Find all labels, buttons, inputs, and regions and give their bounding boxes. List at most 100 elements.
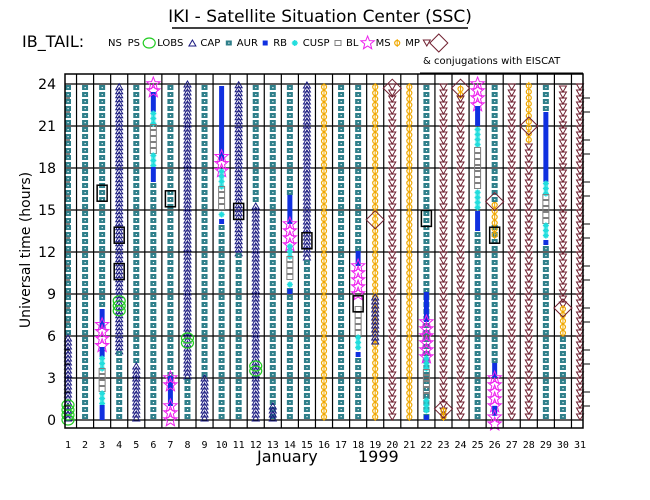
lobs-mark bbox=[234, 220, 244, 229]
cap-mark-dot bbox=[169, 227, 172, 229]
eiscat-mark bbox=[429, 33, 449, 53]
lobs-mark bbox=[114, 146, 124, 155]
lobs-mark bbox=[302, 157, 312, 165]
cap-mark-dot bbox=[169, 234, 172, 236]
grid bbox=[65, 74, 583, 428]
bl-mark bbox=[469, 82, 486, 98]
lobs-mark bbox=[114, 122, 124, 131]
cap-mark-dot bbox=[255, 94, 257, 96]
legend: NS PS LOBS CAP AUR RB CUSP BL MS MP bbox=[108, 33, 449, 53]
cap-mark-dot bbox=[135, 360, 137, 362]
cap-mark-dot bbox=[152, 409, 155, 411]
cap-mark-dot bbox=[545, 360, 547, 362]
lobs-mark bbox=[234, 128, 244, 137]
cap-mark-dot bbox=[289, 353, 291, 355]
cap-mark-dot bbox=[340, 332, 342, 334]
cap-mark-dot bbox=[204, 346, 206, 348]
lobs-mark bbox=[251, 266, 261, 274]
cap-mark-dot bbox=[494, 108, 496, 110]
cap-mark-dot bbox=[340, 297, 342, 299]
x-tick-label: 19 bbox=[369, 440, 381, 451]
cap-mark-dot bbox=[204, 339, 206, 341]
cap-mark-dot bbox=[425, 87, 428, 89]
cap-mark-dot bbox=[228, 42, 230, 44]
cap-mark-dot bbox=[289, 136, 291, 138]
lobs-mark bbox=[370, 317, 380, 325]
cap-mark-dot bbox=[289, 374, 291, 376]
cap-mark-dot bbox=[425, 227, 428, 229]
cap-mark-dot bbox=[169, 248, 172, 250]
lobs-mark bbox=[302, 85, 312, 93]
cap-mark-dot bbox=[186, 402, 189, 404]
cap-mark-dot bbox=[272, 101, 274, 103]
cap-mark-dot bbox=[289, 311, 291, 313]
rb-mark bbox=[150, 115, 157, 122]
segment-aur bbox=[475, 106, 481, 126]
cap-mark-dot bbox=[67, 129, 69, 131]
cap-mark-dot bbox=[477, 255, 479, 257]
cap-mark-dot bbox=[169, 178, 172, 180]
cap-mark-dot bbox=[545, 94, 547, 96]
segment-rb bbox=[99, 390, 106, 407]
marker-eiscat bbox=[382, 78, 402, 98]
cap-mark-dot bbox=[272, 122, 274, 124]
legend-note: & conjugations with EISCAT bbox=[423, 56, 561, 67]
bl-mark bbox=[486, 408, 503, 425]
cap-mark-dot bbox=[272, 206, 274, 208]
lobs-mark bbox=[183, 128, 192, 136]
cap-mark-dot bbox=[169, 185, 172, 187]
x-tick-label: 10 bbox=[216, 440, 228, 451]
cap-mark-dot bbox=[494, 311, 496, 313]
cap-mark-dot bbox=[101, 164, 103, 166]
cap-mark-dot bbox=[238, 402, 240, 404]
lobs-mark bbox=[114, 130, 124, 139]
cap-mark-dot bbox=[152, 304, 155, 306]
lobs-mark bbox=[114, 318, 124, 327]
cap-mark-dot bbox=[306, 290, 308, 292]
cap-mark-dot bbox=[357, 248, 359, 250]
segment-rb bbox=[218, 211, 225, 218]
lobs-mark bbox=[114, 258, 124, 267]
cap-mark-dot bbox=[272, 164, 274, 166]
cap-mark-dot bbox=[67, 87, 69, 89]
cap-mark-dot bbox=[357, 388, 359, 390]
cap-mark-dot bbox=[152, 339, 155, 341]
ns-mark bbox=[488, 226, 501, 244]
y-tick-label: 6 bbox=[47, 329, 56, 345]
lobs-mark bbox=[183, 204, 192, 212]
cap-mark-dot bbox=[221, 290, 223, 292]
cap-mark-dot bbox=[101, 269, 103, 271]
bl-mark bbox=[469, 89, 486, 105]
aur-mark bbox=[423, 302, 429, 307]
cap-mark-dot bbox=[425, 388, 428, 390]
cap-mark-dot bbox=[118, 360, 120, 362]
lobs-mark bbox=[370, 333, 380, 341]
cap-mark-dot bbox=[152, 381, 155, 383]
cap-mark-dot bbox=[425, 94, 428, 96]
cap-mark-dot bbox=[204, 136, 206, 138]
cap-mark-dot bbox=[152, 318, 155, 320]
lobs-mark bbox=[114, 94, 124, 103]
segment-cap bbox=[355, 85, 362, 251]
cap-mark-dot bbox=[152, 374, 155, 376]
cap-mark-dot bbox=[67, 143, 69, 145]
lobs-mark bbox=[268, 410, 278, 418]
cap-mark-dot bbox=[272, 115, 274, 117]
cap-mark-dot bbox=[272, 297, 274, 299]
lobs-mark bbox=[183, 260, 192, 268]
aur-mark bbox=[492, 410, 498, 416]
lobs-mark bbox=[183, 328, 192, 336]
lobs-mark bbox=[114, 118, 124, 127]
lobs-mark bbox=[370, 309, 380, 317]
cap-mark-dot bbox=[545, 346, 547, 348]
mp-mark bbox=[439, 83, 448, 91]
cap-mark-dot bbox=[272, 269, 274, 271]
lobs-mark bbox=[131, 374, 141, 382]
lobs-mark bbox=[114, 242, 124, 251]
lobs-mark bbox=[370, 297, 380, 305]
cap-mark-dot bbox=[67, 101, 69, 103]
segment-cap bbox=[559, 337, 566, 419]
cap-mark-dot bbox=[84, 276, 86, 278]
cap-mark-dot bbox=[84, 206, 86, 208]
cap-mark-dot bbox=[494, 283, 496, 285]
